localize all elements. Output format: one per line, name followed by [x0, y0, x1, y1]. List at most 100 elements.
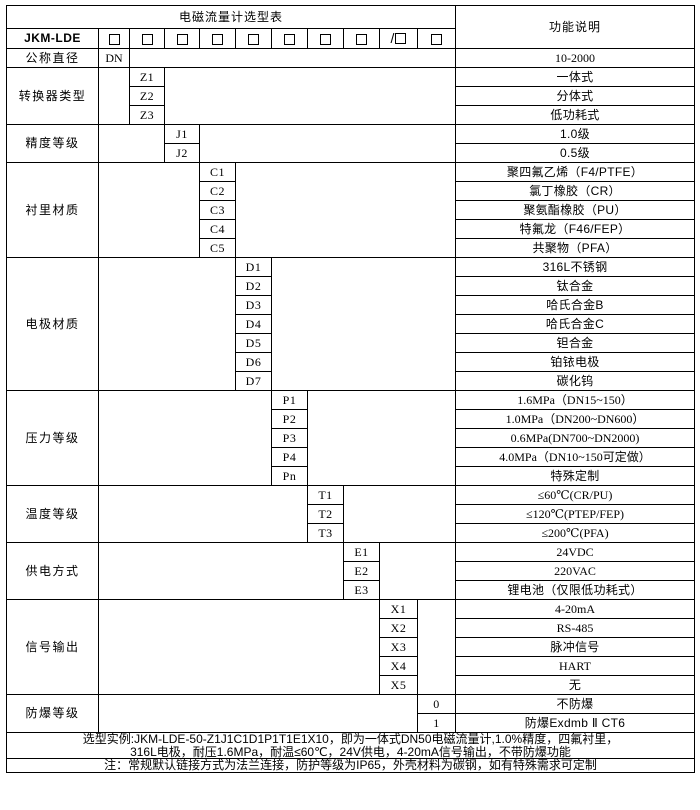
blank-cell [98, 67, 130, 125]
code-cell-d1[interactable]: D1 [235, 257, 272, 277]
blank-cell [98, 694, 418, 733]
desc-explosion-1: 不防爆 [455, 694, 695, 714]
row-label-temperature-rating: 温度等级 [6, 485, 99, 543]
code-cell-x2[interactable]: X2 [379, 618, 418, 638]
code-box-4[interactable] [199, 28, 236, 49]
desc-power-2: 220VAC [455, 561, 695, 581]
code-cell-x4[interactable]: X4 [379, 656, 418, 676]
desc-explosion-2: 防爆Exdmb Ⅱ CT6 [455, 713, 695, 733]
desc-lining-1: 聚四氟乙烯（F4/PTFE） [455, 162, 695, 182]
table-row-lining-material: 衬里材质 C1 聚四氟乙烯（F4/PTFE） [6, 162, 695, 258]
blank-cell [129, 48, 456, 68]
code-cell-x5[interactable]: X5 [379, 675, 418, 695]
desc-converter-type-3: 低功耗式 [455, 105, 695, 125]
table-row-signal-output: X5 无 [7, 675, 695, 695]
blank-cell [379, 542, 456, 600]
table-row-explosion-proof: 防爆等级 0 不防爆 [6, 694, 695, 733]
desc-signal-3: 脉冲信号 [455, 637, 695, 657]
table-row-pressure-rating: P3 0.6MPa(DN700~DN2000) [7, 428, 695, 448]
code-cell-pn[interactable]: Pn [271, 466, 308, 486]
blank-cell [98, 257, 236, 391]
desc-converter-type-2: 分体式 [455, 86, 695, 106]
code-box-5[interactable] [235, 28, 272, 49]
table-row-electrode-material: D2 钛合金 [7, 276, 695, 296]
row-label-accuracy-class: 精度等级 [6, 124, 99, 163]
code-cell-d3[interactable]: D3 [235, 295, 272, 315]
table-row-lining-material: C2 氯丁橡胶（CR） [7, 181, 695, 201]
code-box-6[interactable] [271, 28, 308, 49]
code-cell-c5[interactable]: C5 [199, 238, 236, 258]
code-box-7[interactable] [307, 28, 344, 49]
desc-signal-5: 无 [455, 675, 695, 695]
desc-pressure-4: 4.0MPa（DN10~150可定做） [455, 447, 695, 467]
code-cell-ex1[interactable]: 1 [417, 713, 456, 733]
blank-cell [98, 599, 380, 695]
desc-electrode-6: 铂铱电极 [455, 352, 695, 372]
blank-cell [199, 124, 456, 163]
desc-electrode-4: 哈氏合金C [455, 314, 695, 334]
code-cell-e1[interactable]: E1 [343, 542, 380, 562]
footer-example-row: 选型实例:JKM-LDE-50-Z1J1C1D1P1T1E1X10，即为一体式D… [6, 731, 695, 760]
code-cell-e3[interactable]: E3 [343, 580, 380, 600]
empty-box-icon [212, 33, 223, 45]
code-cell-z1[interactable]: Z1 [129, 67, 165, 87]
code-cell-e2[interactable]: E2 [343, 561, 380, 581]
desc-lining-4: 特氟龙（F46/FEP） [455, 219, 695, 239]
code-cell-c4[interactable]: C4 [199, 219, 236, 239]
code-cell-p2[interactable]: P2 [271, 409, 308, 429]
code-cell-p4[interactable]: P4 [271, 447, 308, 467]
code-cell-x3[interactable]: X3 [379, 637, 418, 657]
code-cell-x1[interactable]: X1 [379, 599, 418, 619]
desc-electrode-7: 碳化钨 [455, 371, 695, 391]
table-row-signal-output: X2 RS-485 [7, 618, 695, 638]
blank-cell [417, 599, 456, 695]
row-label-electrode-material: 电极材质 [6, 257, 99, 391]
code-cell-c1[interactable]: C1 [199, 162, 236, 182]
desc-pressure-2: 1.0MPa（DN200~DN600） [455, 409, 695, 429]
empty-box-icon [356, 33, 367, 45]
table-row-pressure-rating: Pn 特殊定制 [7, 466, 695, 486]
code-cell-d2[interactable]: D2 [235, 276, 272, 296]
blank-cell [98, 390, 272, 486]
code-cell-p3[interactable]: P3 [271, 428, 308, 448]
code-box-8[interactable] [343, 28, 380, 49]
empty-box-icon [248, 33, 259, 45]
code-cell-d7[interactable]: D7 [235, 371, 272, 391]
code-cell-j1[interactable]: J1 [164, 124, 200, 144]
desc-electrode-3: 哈氏合金B [455, 295, 695, 315]
code-box-3[interactable] [164, 28, 200, 49]
table-row-pressure-rating: 压力等级 P1 1.6MPa（DN15~150） [6, 390, 695, 486]
table-row-electrode-material: 电极材质 D1 316L不锈钢 [6, 257, 695, 391]
blank-cell [98, 162, 200, 258]
code-cell-d6[interactable]: D6 [235, 352, 272, 372]
code-cell-d4[interactable]: D4 [235, 314, 272, 334]
code-cell-c3[interactable]: C3 [199, 200, 236, 220]
desc-lining-5: 共聚物（PFA） [455, 238, 695, 258]
code-cell-t3[interactable]: T3 [307, 523, 344, 543]
blank-cell [343, 485, 456, 543]
selection-example-line-2: 316L电极，耐压1.6MPa，耐温≤60℃，24V供电，4-20mA信号输出，… [130, 744, 571, 759]
code-cell-ex0[interactable]: 0 [417, 694, 456, 714]
code-box-2[interactable] [129, 28, 165, 49]
row-label-lining-material: 衬里材质 [6, 162, 99, 258]
code-cell-z2[interactable]: Z2 [129, 86, 165, 106]
blank-cell [235, 162, 456, 258]
blank-cell [98, 542, 344, 600]
code-cell-z3[interactable]: Z3 [129, 105, 165, 125]
footer-note-row: 注：常规默认链接方式为法兰连接，防护等级为IP65，外壳材料为碳钢，如有特殊需求… [6, 758, 695, 773]
code-box-10[interactable] [417, 28, 456, 49]
code-cell-d5[interactable]: D5 [235, 333, 272, 353]
empty-box-icon [320, 33, 331, 45]
row-label-power-supply: 供电方式 [6, 542, 99, 600]
code-box-9-with-slash[interactable]: / [379, 28, 418, 49]
code-cell-j2[interactable]: J2 [164, 143, 200, 163]
code-cell-t2[interactable]: T2 [307, 504, 344, 524]
desc-pressure-1: 1.6MPa（DN15~150） [455, 390, 695, 410]
code-cell-p1[interactable]: P1 [271, 390, 308, 410]
empty-box-icon [108, 33, 120, 45]
code-cell-t1[interactable]: T1 [307, 485, 344, 505]
desc-electrode-5: 钽合金 [455, 333, 695, 353]
code-cell-c2[interactable]: C2 [199, 181, 236, 201]
desc-nominal-diameter: 10-2000 [455, 48, 695, 68]
code-box-1[interactable] [98, 28, 130, 49]
